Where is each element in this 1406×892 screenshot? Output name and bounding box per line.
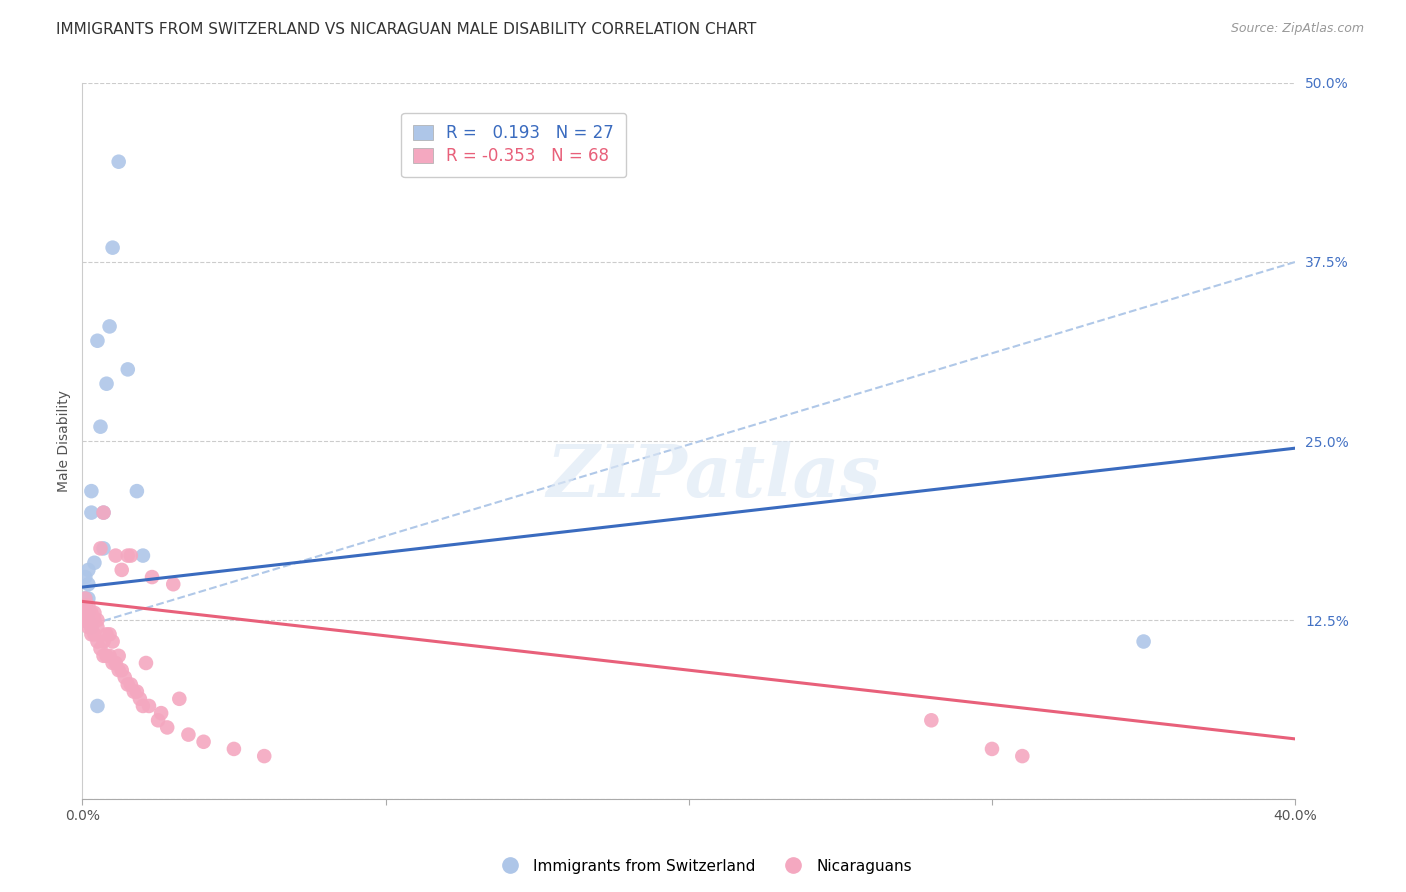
Point [89, 641, 111, 656]
Point [253, 749, 276, 764]
Point [125, 484, 148, 499]
Point [77, 606, 100, 620]
Point [75, 591, 97, 606]
Point [117, 549, 139, 563]
Point [120, 677, 142, 691]
Point [111, 663, 134, 677]
Point [96, 376, 118, 391]
Point [93, 648, 115, 663]
Point [141, 570, 163, 584]
Point [122, 684, 145, 698]
Point [101, 241, 124, 255]
Point [86, 613, 108, 627]
Point [177, 728, 200, 742]
Point [75, 613, 97, 627]
Point [169, 691, 191, 706]
Point [111, 563, 134, 577]
Point [98, 319, 121, 334]
Point [83, 556, 105, 570]
Point [93, 506, 115, 520]
Point [77, 606, 100, 620]
Point [86, 334, 108, 348]
Point [77, 563, 100, 577]
Point [80, 606, 103, 620]
Point [101, 634, 124, 648]
Point [156, 721, 179, 735]
Text: Source: ZipAtlas.com: Source: ZipAtlas.com [1230, 22, 1364, 36]
Point [80, 613, 103, 627]
Point [89, 419, 111, 434]
Point [83, 606, 105, 620]
Point [75, 591, 97, 606]
Point [150, 706, 173, 720]
Point [75, 606, 97, 620]
Point [93, 506, 115, 520]
Point [75, 599, 97, 613]
Point [193, 735, 215, 749]
Point [72, 606, 94, 620]
Legend: R =   0.193   N = 27, R = -0.353   N = 68: R = 0.193 N = 27, R = -0.353 N = 68 [402, 112, 626, 178]
Point [80, 620, 103, 634]
Point [104, 656, 127, 670]
Point [114, 670, 136, 684]
Point [86, 698, 108, 713]
Point [162, 577, 184, 591]
Legend: Immigrants from Switzerland, Nicaraguans: Immigrants from Switzerland, Nicaraguans [488, 853, 918, 880]
Point [96, 627, 118, 641]
Point [146, 713, 169, 727]
Point [75, 606, 97, 620]
Point [132, 549, 155, 563]
Text: IMMIGRANTS FROM SWITZERLAND VS NICARAGUAN MALE DISABILITY CORRELATION CHART: IMMIGRANTS FROM SWITZERLAND VS NICARAGUA… [56, 22, 756, 37]
Point [77, 613, 100, 627]
Point [132, 698, 155, 713]
Point [89, 541, 111, 556]
Point [77, 577, 100, 591]
Point [107, 154, 129, 169]
Point [75, 606, 97, 620]
Point [117, 362, 139, 376]
Point [75, 570, 97, 584]
Point [129, 691, 152, 706]
Point [1011, 749, 1033, 764]
Point [96, 648, 118, 663]
Point [86, 634, 108, 648]
Point [135, 656, 157, 670]
Point [107, 648, 129, 663]
Point [80, 627, 103, 641]
Point [86, 620, 108, 634]
Point [107, 663, 129, 677]
Point [77, 591, 100, 606]
Point [83, 613, 105, 627]
Text: ZIPatlas: ZIPatlas [546, 442, 880, 512]
Point [98, 648, 121, 663]
Point [222, 742, 245, 756]
Point [77, 620, 100, 634]
Point [104, 549, 127, 563]
Point [77, 599, 100, 613]
Point [117, 677, 139, 691]
Point [83, 627, 105, 641]
Point [93, 541, 115, 556]
Point [77, 613, 100, 627]
Point [120, 549, 142, 563]
Point [75, 591, 97, 606]
Point [125, 684, 148, 698]
Point [138, 698, 160, 713]
Point [1132, 634, 1154, 648]
Point [98, 627, 121, 641]
Point [80, 484, 103, 499]
Y-axis label: Male Disability: Male Disability [58, 390, 72, 492]
Point [920, 713, 942, 727]
Point [80, 620, 103, 634]
Point [80, 506, 103, 520]
Point [75, 599, 97, 613]
Point [93, 634, 115, 648]
Point [101, 656, 124, 670]
Point [981, 742, 1004, 756]
